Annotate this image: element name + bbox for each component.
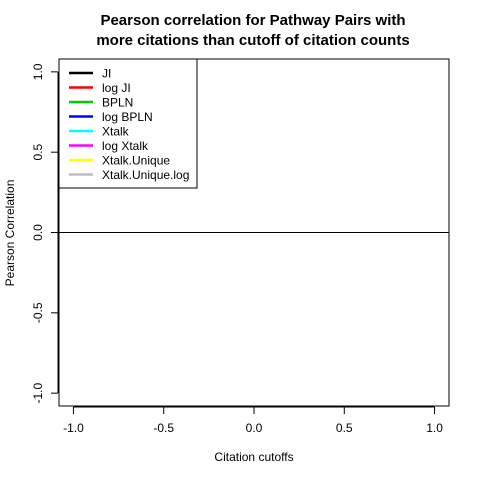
legend-label: JI xyxy=(102,67,111,81)
legend-entry: Xtalk.Unique.log xyxy=(69,168,189,182)
legend-label: BPLN xyxy=(102,96,133,110)
y-axis-label: Pearson Correlation xyxy=(3,180,17,287)
chart-title-line-2: more citations than cutoff of citation c… xyxy=(96,32,409,49)
legend-entry: JI xyxy=(69,67,111,81)
x-tick-label: 0.5 xyxy=(336,421,353,435)
legend-box xyxy=(58,58,198,189)
y-tick-label: -1.0 xyxy=(31,382,45,403)
y-axis: -1.0 -0.5 0.0 0.5 1.0 xyxy=(31,63,59,403)
legend-entry: log BPLN xyxy=(69,110,153,124)
y-tick-label: 0.5 xyxy=(31,144,45,161)
x-tick-label: -1.0 xyxy=(63,421,84,435)
x-axis: -1.0 -0.5 0.0 0.5 1.0 xyxy=(63,406,443,435)
legend-label: log Xtalk xyxy=(102,139,149,153)
chart-title-line-1: Pearson correlation for Pathway Pairs wi… xyxy=(100,12,405,29)
legend-label: log BPLN xyxy=(102,110,153,124)
x-axis-label: Citation cutoffs xyxy=(214,450,293,464)
legend-entry: BPLN xyxy=(69,96,133,110)
legend-entry: Xtalk xyxy=(69,125,130,139)
y-tick-label: -0.5 xyxy=(31,302,45,323)
x-tick-label: 1.0 xyxy=(426,421,443,435)
y-tick-label: 1.0 xyxy=(31,63,45,80)
y-tick-label: 0.0 xyxy=(31,224,45,241)
x-tick-label: 0.0 xyxy=(246,421,263,435)
chart-title: Pearson correlation for Pathway Pairs wi… xyxy=(96,12,409,49)
legend-label: Xtalk.Unique.log xyxy=(102,168,189,182)
legend-entry: log JI xyxy=(69,81,131,95)
legend-entry: Xtalk.Unique xyxy=(69,154,170,168)
legend-entry: log Xtalk xyxy=(69,139,149,153)
x-tick-label: -0.5 xyxy=(153,421,174,435)
legend-label: log JI xyxy=(102,81,131,95)
plot-area xyxy=(58,58,450,407)
legend-label: Xtalk.Unique xyxy=(102,154,170,168)
legend-label: Xtalk xyxy=(102,125,130,139)
